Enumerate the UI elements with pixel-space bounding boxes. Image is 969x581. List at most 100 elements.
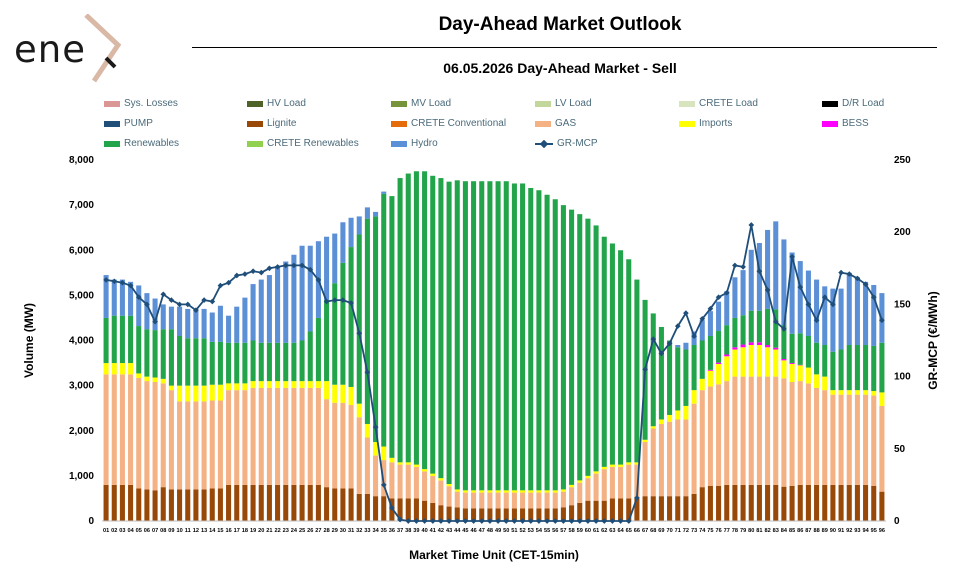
y2-tick-label: 150 xyxy=(894,299,911,310)
bar-segment xyxy=(838,394,844,485)
x-tick-label: 21 xyxy=(266,528,272,534)
bar-segment xyxy=(136,285,142,327)
x-tick-label: 25 xyxy=(299,528,305,534)
bar-segment xyxy=(119,315,125,364)
mcp-point xyxy=(838,269,844,276)
bar-segment xyxy=(397,178,403,463)
bar-segment xyxy=(707,370,713,387)
legend-swatch xyxy=(535,142,553,145)
bar-segment xyxy=(618,464,624,467)
bar-segment xyxy=(462,181,468,491)
bar-segment xyxy=(503,181,509,491)
x-tick-label: 95 xyxy=(871,528,877,534)
bar-segment xyxy=(381,446,387,461)
bar-segment xyxy=(160,329,166,379)
bar-segment xyxy=(675,410,681,420)
bar-segment xyxy=(667,496,673,521)
bar-segment xyxy=(266,342,272,382)
mcp-point xyxy=(764,287,771,293)
bar-segment xyxy=(634,279,640,463)
bar-segment xyxy=(716,363,722,385)
bar-segment xyxy=(838,288,844,350)
bar-segment xyxy=(177,385,183,402)
mcp-point xyxy=(683,310,689,316)
bar-segment xyxy=(315,317,321,382)
x-tick-label: 52 xyxy=(519,528,525,534)
y-tick-label: 2,000 xyxy=(69,426,94,437)
bar-segment xyxy=(462,490,468,493)
bar-segment xyxy=(177,306,183,336)
bar-segment xyxy=(119,374,125,485)
mcp-point xyxy=(797,284,804,290)
bar-segment xyxy=(364,437,370,494)
bar-segment xyxy=(144,381,150,490)
bar-segment xyxy=(781,325,787,359)
x-tick-label: 02 xyxy=(111,528,117,534)
bar-segment xyxy=(381,191,387,194)
bar-segment xyxy=(634,462,640,465)
bar-segment xyxy=(307,484,313,521)
bar-segment xyxy=(503,490,509,493)
mcp-point xyxy=(454,518,461,524)
legend-item: D/R Load xyxy=(822,98,884,109)
bar-segment xyxy=(830,351,836,391)
bar-segment xyxy=(732,349,738,377)
bar-segment xyxy=(144,489,150,521)
mcp-point xyxy=(233,272,240,279)
x-tick-label: 37 xyxy=(397,528,403,534)
bar-segment xyxy=(209,400,215,489)
bar-segment xyxy=(422,171,428,470)
bar-segment xyxy=(111,484,117,521)
bar-segment xyxy=(299,387,305,485)
bar-segment xyxy=(152,382,158,491)
x-tick-label: 49 xyxy=(495,528,501,534)
mcp-point xyxy=(707,305,714,312)
bar-segment xyxy=(797,381,803,485)
bar-segment xyxy=(193,401,199,490)
bar-segment xyxy=(593,225,599,472)
bar-segment xyxy=(577,482,583,503)
mcp-point xyxy=(756,268,763,275)
bar-segment xyxy=(291,484,297,521)
bar-segment xyxy=(789,485,795,521)
x-tick-label: 86 xyxy=(797,528,803,534)
bar-segment xyxy=(846,272,852,346)
x-tick-label: 66 xyxy=(634,528,640,534)
bar-segment xyxy=(258,279,264,343)
x-tick-label: 40 xyxy=(421,528,427,534)
bar-segment xyxy=(413,171,419,465)
bar-segment xyxy=(544,194,550,491)
y2-tick-label: 200 xyxy=(894,227,911,238)
bar-segment xyxy=(373,455,379,497)
bar-segment xyxy=(618,466,624,499)
bar-segment xyxy=(103,484,109,521)
bar-segment xyxy=(160,383,166,488)
bar-segment xyxy=(707,335,713,370)
mcp-point xyxy=(519,518,526,524)
bar-segment xyxy=(111,374,117,485)
mcp-point xyxy=(446,518,452,524)
bar-segment xyxy=(332,402,338,489)
x-tick-label: 36 xyxy=(389,528,395,534)
bar-segment xyxy=(773,309,779,348)
mcp-point xyxy=(429,518,436,524)
bar-segment xyxy=(846,394,852,485)
bar-segment xyxy=(152,377,158,383)
bar-segment xyxy=(585,478,591,501)
x-tick-label: 29 xyxy=(332,528,338,534)
bar-segment xyxy=(291,381,297,388)
bar-segment xyxy=(397,462,403,465)
x-tick-label: 58 xyxy=(568,528,574,534)
mcp-point xyxy=(650,336,657,342)
bar-segment xyxy=(724,356,730,382)
y-tick-label: 7,000 xyxy=(69,200,94,211)
bar-segment xyxy=(740,344,746,348)
bar-segment xyxy=(797,365,803,382)
x-tick-label: 20 xyxy=(258,528,264,534)
bar-segment xyxy=(765,376,771,485)
mcp-point xyxy=(617,518,624,524)
x-tick-label: 87 xyxy=(805,528,811,534)
x-tick-label: 09 xyxy=(168,528,174,534)
bar-segment xyxy=(773,484,779,521)
bar-segment xyxy=(324,399,330,488)
